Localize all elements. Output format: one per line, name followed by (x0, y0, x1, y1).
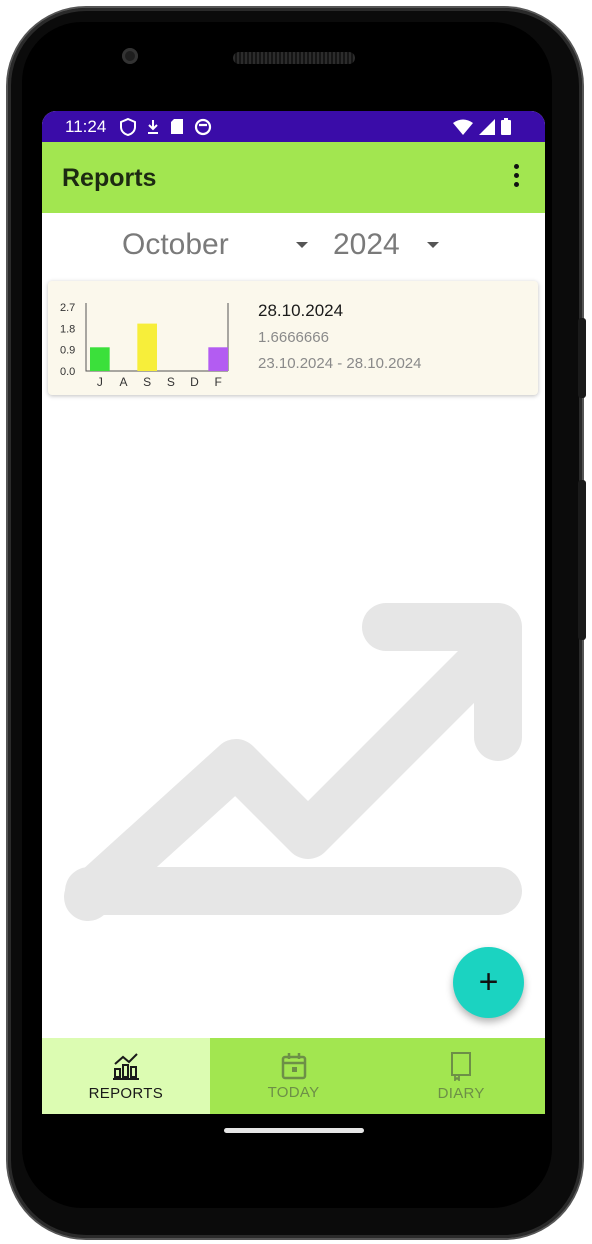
trending-up-illustration (64, 603, 522, 921)
month-dropdown[interactable]: October (122, 223, 312, 267)
nav-label-today: TODAY (267, 1083, 320, 1101)
volume-button (578, 480, 586, 640)
chart-bar (208, 347, 228, 371)
download-icon (148, 119, 159, 134)
chevron-down-icon (427, 242, 439, 248)
nav-label-diary: DIARY (437, 1084, 485, 1102)
chart-icon (112, 1052, 139, 1080)
app-bar: Reports (42, 142, 545, 213)
year-value: 2024 (333, 228, 400, 261)
nav-item-diary[interactable]: DIARY (377, 1038, 545, 1114)
status-bar: 11:24 (42, 111, 545, 142)
shield-icon (120, 117, 137, 136)
sync-icon (195, 118, 212, 135)
page-title: Reports (62, 164, 157, 192)
bottom-navigation: REPORTS TODAY DIARY (42, 1038, 545, 1114)
screen: 11:24 (42, 111, 545, 1114)
y-tick-label: 2.7 (60, 302, 75, 314)
y-tick-label: 1.8 (60, 323, 75, 335)
power-button (578, 318, 586, 398)
empty-placeholder-bar (65, 867, 522, 915)
chart-bar (137, 323, 157, 371)
earpiece-speaker (233, 52, 355, 64)
x-tick-label: D (190, 375, 199, 389)
month-value: October (122, 228, 229, 261)
year-dropdown[interactable]: 2024 (333, 223, 443, 267)
mini-bar-chart: 2.7 1.8 0.9 0.0 J A S S D F (60, 302, 229, 389)
x-tick-label: J (97, 375, 103, 389)
nav-item-reports[interactable]: REPORTS (42, 1038, 210, 1114)
front-camera (122, 48, 138, 64)
chart-bar (90, 347, 110, 371)
x-tick-label: F (214, 375, 221, 389)
status-time: 11:24 (65, 116, 107, 136)
report-date: 28.10.2024 (258, 301, 344, 320)
notebook-icon (451, 1051, 472, 1081)
sd-card-icon (171, 119, 184, 134)
report-card[interactable]: 2.7 1.8 0.9 0.0 J A S S D F 28.10.2024 1.6666666 … (48, 281, 538, 395)
signal-icon (479, 118, 495, 135)
more-vert-icon[interactable] (506, 164, 526, 192)
status-right-icons (453, 118, 511, 135)
report-value: 1.6666666 (258, 329, 329, 346)
chevron-down-icon (296, 242, 308, 248)
nav-label-reports: REPORTS (88, 1084, 163, 1102)
y-tick-label: 0.0 (60, 366, 75, 378)
x-tick-label: A (119, 375, 127, 389)
wifi-icon (453, 119, 473, 135)
x-tick-label: S (167, 375, 175, 389)
x-tick-label: S (143, 375, 151, 389)
plus-icon: + (478, 963, 499, 1001)
home-indicator[interactable] (224, 1128, 364, 1133)
status-left-icons (120, 117, 212, 136)
battery-icon (501, 118, 511, 135)
report-date-range: 23.10.2024 - 28.10.2024 (258, 355, 422, 372)
nav-item-today[interactable]: TODAY (210, 1038, 378, 1114)
calendar-icon (281, 1052, 306, 1079)
y-tick-label: 0.9 (60, 345, 75, 357)
add-report-button[interactable]: + (453, 947, 524, 1018)
